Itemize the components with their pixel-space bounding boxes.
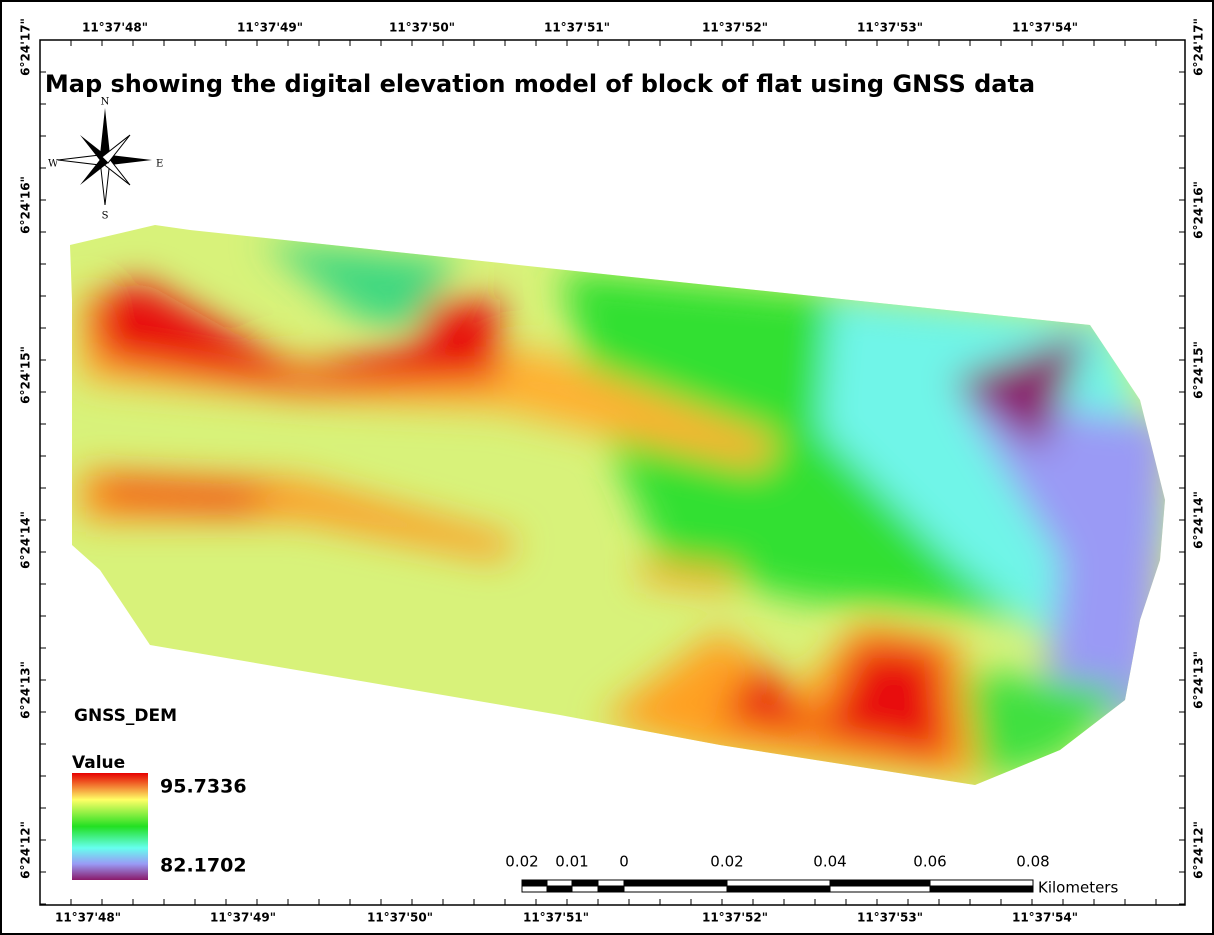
- scale-segment: [572, 880, 598, 886]
- latitude-label-right: 6°24'15": [1192, 341, 1206, 399]
- longitude-label-top: 11°37'54": [1012, 21, 1078, 35]
- longitude-label-bottom: 11°37'50": [367, 911, 433, 925]
- scale-segment: [624, 886, 727, 892]
- longitude-label-bottom: 11°37'52": [702, 911, 768, 925]
- scale-segment: [522, 880, 547, 886]
- scale-segment: [727, 880, 830, 886]
- longitude-label-bottom: 11°37'48": [55, 911, 121, 925]
- scale-segment: [547, 880, 572, 886]
- scale-unit: Kilometers: [1038, 879, 1118, 897]
- latitude-label-left: 6°24'14": [19, 511, 33, 569]
- scale-label: 0.01: [555, 853, 588, 871]
- scale-segment: [522, 886, 547, 892]
- west-label: W: [48, 159, 59, 170]
- north-label: N: [101, 97, 110, 108]
- scale-label: 0.02: [710, 853, 743, 871]
- longitude-label-top: 11°37'53": [857, 21, 923, 35]
- scale-label: 0.04: [813, 853, 846, 871]
- latitude-label-right: 6°24'16": [1192, 181, 1206, 239]
- latitude-label-right: 6°24'17": [1192, 18, 1206, 76]
- scale-segment: [624, 880, 727, 886]
- longitude-label-top: 11°37'52": [702, 21, 768, 35]
- longitude-label-top: 11°37'50": [389, 21, 455, 35]
- longitude-label-bottom: 11°37'53": [857, 911, 923, 925]
- latitude-label-left: 6°24'13": [19, 661, 33, 719]
- map-title: Map showing the digital elevation model …: [45, 70, 1035, 98]
- latitude-label-left: 6°24'16": [19, 176, 33, 234]
- scale-label: 0: [619, 853, 629, 871]
- latitude-label-right: 6°24'12": [1192, 821, 1206, 879]
- legend-title: GNSS_DEM: [74, 706, 177, 726]
- longitude-label-bottom: 11°37'51": [523, 911, 589, 925]
- scale-segment: [572, 886, 598, 892]
- legend-high: 95.7336: [160, 776, 247, 798]
- latitude-label-left: 6°24'12": [19, 821, 33, 879]
- legend-ramp: [72, 773, 148, 880]
- south-label: S: [102, 211, 109, 222]
- legend-low: 82.1702: [160, 855, 247, 877]
- scale-segment: [930, 886, 1033, 892]
- scale-segment: [547, 886, 572, 892]
- longitude-label-bottom: 11°37'49": [210, 911, 276, 925]
- latitude-label-right: 6°24'14": [1192, 491, 1206, 549]
- latitude-label-left: 6°24'15": [19, 346, 33, 404]
- scale-label: 0.06: [913, 853, 946, 871]
- longitude-label-top: 11°37'49": [237, 21, 303, 35]
- longitude-label-bottom: 11°37'54": [1012, 911, 1078, 925]
- latitude-label-right: 6°24'13": [1192, 651, 1206, 709]
- longitude-label-top: 11°37'51": [544, 21, 610, 35]
- scale-segment: [598, 886, 624, 892]
- scale-label: 0.02: [505, 853, 538, 871]
- longitude-label-top: 11°37'48": [82, 21, 148, 35]
- latitude-label-left: 6°24'17": [19, 18, 33, 76]
- scale-segment: [830, 886, 930, 892]
- scale-segment: [930, 880, 1033, 886]
- east-label: E: [156, 159, 163, 170]
- scale-segment: [830, 880, 930, 886]
- legend-value-label: Value: [72, 753, 125, 773]
- map-layout: Map showing the digital elevation model …: [0, 0, 1214, 935]
- scale-label: 0.08: [1016, 853, 1049, 871]
- scale-segment: [727, 886, 830, 892]
- scale-segment: [598, 880, 624, 886]
